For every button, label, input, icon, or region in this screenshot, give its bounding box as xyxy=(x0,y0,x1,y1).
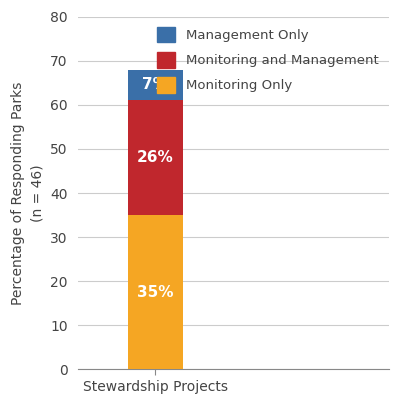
Bar xyxy=(128,70,183,100)
Bar xyxy=(128,100,183,215)
Text: 7%: 7% xyxy=(142,77,168,92)
Legend: Management Only, Monitoring and Management, Monitoring Only: Management Only, Monitoring and Manageme… xyxy=(152,23,382,97)
Text: 35%: 35% xyxy=(137,285,174,300)
Text: 26%: 26% xyxy=(137,150,174,165)
Y-axis label: Percentage of Responding Parks
(n = 46): Percentage of Responding Parks (n = 46) xyxy=(11,81,45,305)
Bar xyxy=(128,215,183,369)
